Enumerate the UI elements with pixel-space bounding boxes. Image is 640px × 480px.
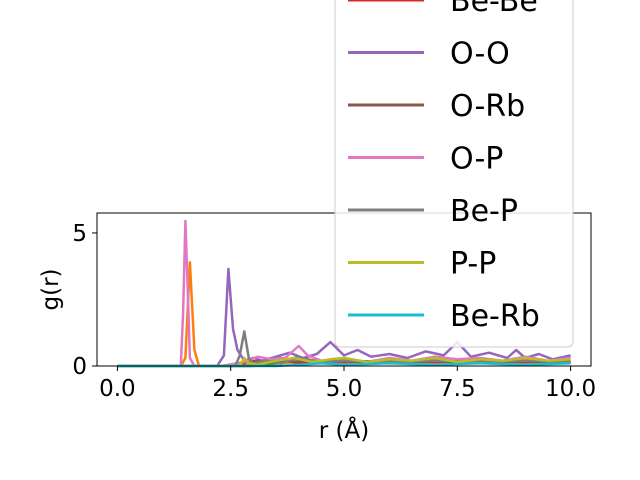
y-axis-label: g(r) — [38, 268, 64, 310]
series-line-7 — [117, 356, 571, 368]
y-tick-label: 0 — [72, 354, 87, 380]
legend-label: O-O — [450, 37, 510, 72]
legend: Be-Be O-O O-Rb O-P Be-P P-P Be-Rb — [334, 0, 574, 348]
x-tick-label: 5.0 — [326, 376, 363, 402]
series-layer — [117, 219, 571, 368]
legend-label: Be-Rb — [450, 299, 540, 334]
y-tick-label: 5 — [72, 221, 87, 247]
y-axis-ticks: 05 — [72, 221, 97, 380]
x-axis-label: r (Å) — [319, 416, 369, 444]
legend-label: Be-Be — [450, 0, 538, 19]
x-tick-label: 7.5 — [439, 376, 476, 402]
x-tick-label: 2.5 — [212, 376, 249, 402]
legend-label: P-P — [450, 247, 496, 282]
series-line-5 — [117, 219, 571, 368]
legend-label: O-Rb — [450, 89, 525, 124]
x-tick-label: 10.0 — [545, 376, 596, 402]
series-line-3 — [117, 267, 571, 368]
legend-label: Be-P — [450, 194, 518, 229]
x-axis-ticks: 0.0 2.5 5.0 7.5 10.0 — [99, 366, 596, 402]
x-tick-label: 0.0 — [99, 376, 136, 402]
legend-label: O-P — [450, 142, 503, 177]
series-line-8 — [117, 362, 571, 368]
legend-box — [334, 0, 574, 348]
